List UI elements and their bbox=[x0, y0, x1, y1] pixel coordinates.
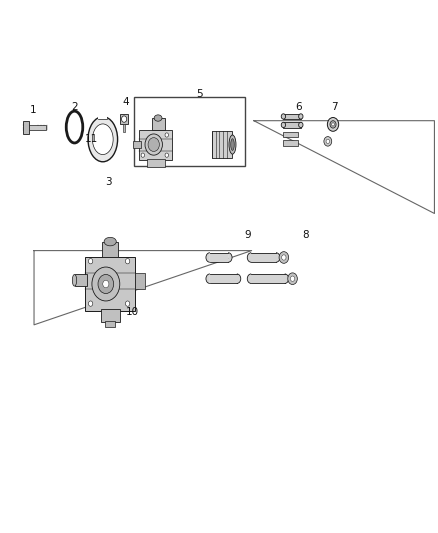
Bar bbox=[251, 253, 276, 262]
Text: 4: 4 bbox=[122, 97, 129, 107]
Circle shape bbox=[88, 301, 93, 306]
Circle shape bbox=[103, 280, 109, 288]
Text: 2: 2 bbox=[71, 102, 78, 112]
Ellipse shape bbox=[231, 139, 234, 150]
Wedge shape bbox=[276, 253, 280, 262]
Bar bbox=[29, 125, 46, 130]
Ellipse shape bbox=[299, 114, 303, 119]
Wedge shape bbox=[247, 274, 251, 284]
Ellipse shape bbox=[154, 115, 162, 121]
Bar bbox=[120, 114, 128, 124]
Wedge shape bbox=[228, 253, 232, 262]
Bar bbox=[99, 115, 107, 119]
Wedge shape bbox=[206, 274, 210, 284]
Circle shape bbox=[279, 252, 289, 263]
Bar bbox=[123, 124, 125, 132]
Bar bbox=[85, 257, 135, 311]
Text: 11: 11 bbox=[85, 134, 99, 144]
Wedge shape bbox=[247, 253, 251, 262]
Bar bbox=[133, 141, 141, 148]
Bar bbox=[139, 130, 173, 160]
Bar bbox=[210, 253, 228, 262]
Bar bbox=[283, 140, 298, 146]
Text: 9: 9 bbox=[244, 230, 251, 240]
Bar bbox=[251, 274, 285, 284]
Circle shape bbox=[332, 123, 334, 126]
Circle shape bbox=[290, 276, 295, 281]
Bar bbox=[135, 273, 145, 289]
Bar bbox=[283, 132, 298, 137]
Circle shape bbox=[98, 274, 114, 294]
Ellipse shape bbox=[229, 135, 236, 154]
Circle shape bbox=[326, 139, 329, 143]
Bar bbox=[283, 114, 301, 119]
Text: 8: 8 bbox=[303, 230, 309, 240]
Wedge shape bbox=[237, 274, 241, 284]
Circle shape bbox=[327, 117, 339, 131]
Bar bbox=[283, 122, 301, 127]
Circle shape bbox=[148, 138, 159, 151]
Bar bbox=[212, 131, 233, 158]
Wedge shape bbox=[206, 253, 210, 262]
Ellipse shape bbox=[72, 274, 77, 286]
Bar bbox=[105, 321, 116, 327]
Ellipse shape bbox=[92, 124, 113, 155]
Circle shape bbox=[88, 259, 93, 264]
Bar bbox=[152, 118, 165, 130]
Circle shape bbox=[92, 267, 120, 301]
Ellipse shape bbox=[104, 237, 116, 246]
Text: 3: 3 bbox=[105, 176, 111, 187]
Bar bbox=[101, 310, 120, 322]
Circle shape bbox=[145, 134, 162, 155]
Bar bbox=[210, 274, 237, 284]
Text: 1: 1 bbox=[29, 105, 36, 115]
Circle shape bbox=[282, 255, 286, 260]
Wedge shape bbox=[285, 274, 289, 284]
Circle shape bbox=[165, 153, 169, 157]
Text: 10: 10 bbox=[125, 306, 138, 317]
Circle shape bbox=[121, 116, 127, 122]
Circle shape bbox=[125, 301, 130, 306]
Text: 5: 5 bbox=[196, 89, 203, 99]
Circle shape bbox=[141, 153, 145, 157]
Circle shape bbox=[330, 120, 336, 128]
Bar bbox=[23, 121, 29, 134]
Text: 7: 7 bbox=[331, 102, 338, 112]
Ellipse shape bbox=[88, 117, 117, 162]
Text: 6: 6 bbox=[295, 102, 301, 112]
Bar bbox=[102, 241, 118, 257]
Bar bbox=[74, 274, 87, 286]
Circle shape bbox=[165, 133, 169, 137]
Ellipse shape bbox=[281, 114, 286, 119]
Circle shape bbox=[125, 259, 130, 264]
Ellipse shape bbox=[281, 122, 286, 127]
Bar bbox=[134, 97, 245, 166]
Circle shape bbox=[288, 273, 297, 285]
Ellipse shape bbox=[299, 122, 303, 127]
Bar bbox=[147, 159, 165, 167]
Circle shape bbox=[324, 136, 332, 146]
